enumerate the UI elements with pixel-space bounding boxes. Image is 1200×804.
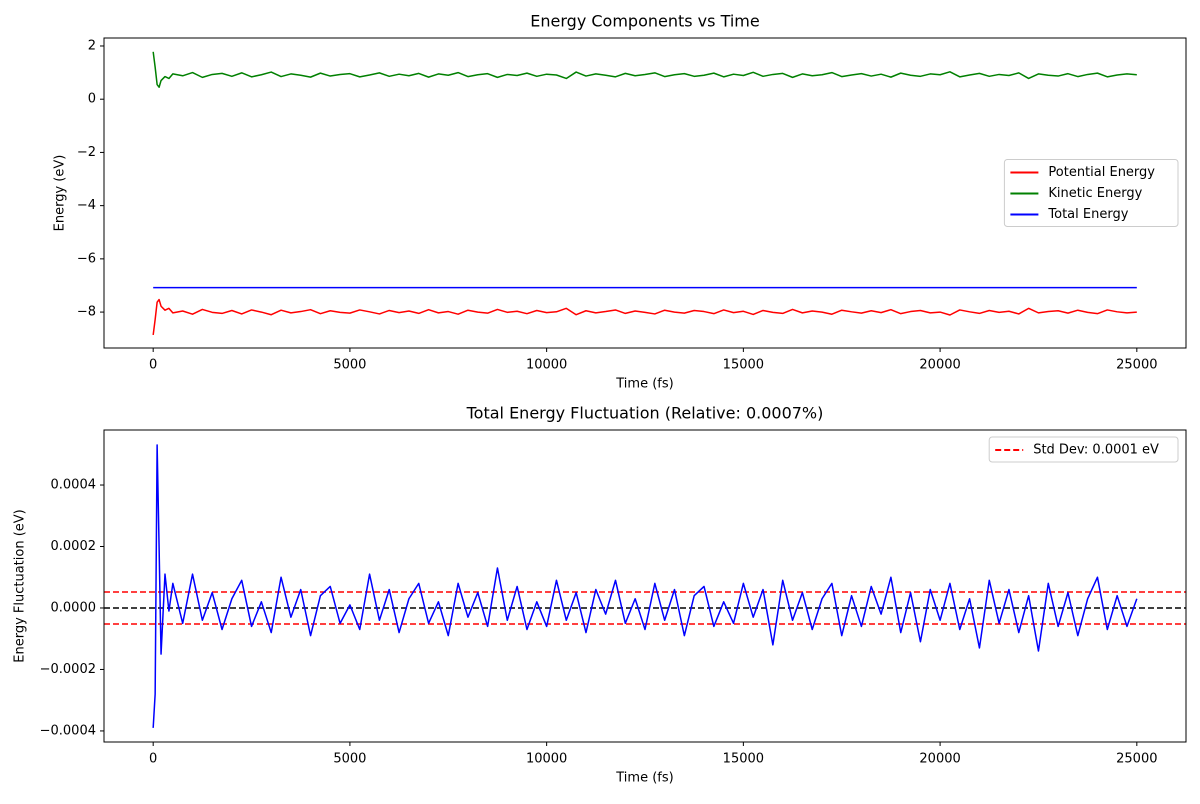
y-tick-label: 0: [88, 92, 96, 107]
plot-area: [152, 51, 1137, 336]
legend-box: [988, 436, 1179, 463]
x-tick-label: 20000: [919, 358, 960, 373]
x-tick-label: 0: [149, 358, 157, 373]
data-line: [152, 298, 1137, 336]
legend-label: Kinetic Energy: [1048, 186, 1142, 201]
y-tick-label: −0.0004: [40, 723, 96, 738]
x-tick-label: 20000: [919, 752, 960, 767]
x-tick-label: 25000: [1116, 752, 1157, 767]
x-tick-label: 10000: [526, 752, 567, 767]
x-tick-label: 10000: [526, 358, 567, 373]
x-tick-label: 15000: [723, 358, 764, 373]
x-tick-label: 5000: [333, 358, 366, 373]
y-axis-label: Energy (eV): [53, 155, 68, 232]
axes-frame: [103, 429, 1187, 743]
y-tick-label: 0.0002: [51, 539, 97, 554]
x-tick-label: 5000: [333, 752, 366, 767]
x-tick-label: 0: [149, 752, 157, 767]
legend-label: Potential Energy: [1048, 165, 1155, 180]
axes-frame: [103, 37, 1187, 349]
x-tick-label: 25000: [1116, 358, 1157, 373]
plot-area: [104, 444, 1186, 728]
y-tick-label: −2: [77, 145, 96, 160]
y-axis-label: Energy Fluctuation (eV): [13, 509, 28, 663]
legend: Std Dev: 0.0001 eV: [988, 436, 1179, 463]
x-axis-label: Time (fs): [615, 377, 673, 392]
y-tick-label: −0.0002: [40, 662, 96, 677]
y-tick-label: 0.0000: [51, 600, 97, 615]
legend-box: [1003, 159, 1179, 227]
legend: Potential Energy Kinetic Energy Total Ener…: [1003, 159, 1179, 227]
data-line: [152, 51, 1137, 88]
y-tick-label: −8: [77, 305, 96, 320]
y-tick-label: 0.0004: [51, 478, 97, 493]
x-tick-label: 15000: [723, 752, 764, 767]
x-axis-label: Time (fs): [615, 771, 673, 786]
legend-label: Std Dev: 0.0001 eV: [1033, 443, 1159, 458]
chart-title: Total Energy Fluctuation (Relative: 0.00…: [466, 404, 824, 423]
chart-title: Energy Components vs Time: [530, 12, 759, 31]
y-tick-label: −4: [77, 198, 96, 213]
y-tick-label: −6: [77, 251, 96, 266]
data-line: [152, 444, 1138, 728]
y-tick-label: 2: [88, 38, 96, 53]
legend-label: Total Energy: [1047, 207, 1128, 222]
